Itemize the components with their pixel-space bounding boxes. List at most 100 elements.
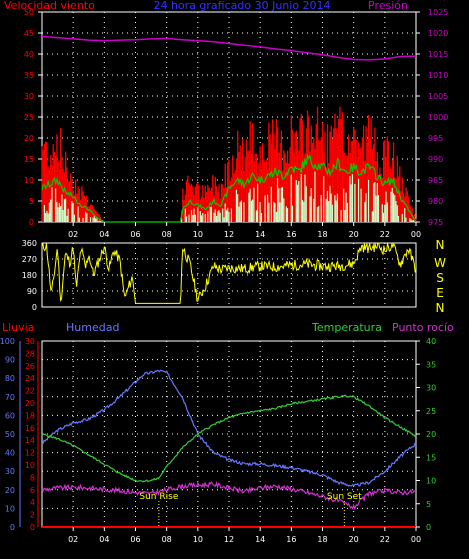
wind-y-tick-label: 25 bbox=[24, 113, 34, 122]
bot-x-tick-label: 18 bbox=[317, 535, 327, 544]
humidity-temperature-grid bbox=[42, 341, 416, 527]
top-x-tick-label: 22 bbox=[380, 230, 390, 239]
pressure-y-tick-label: 980 bbox=[428, 197, 443, 206]
bot-x-tick-label: 22 bbox=[380, 535, 390, 544]
humidity-y-tick-label: 70 bbox=[5, 393, 15, 402]
dewpoint-axis-title: Punto rocío bbox=[392, 321, 454, 334]
rain-y-tick-label: 26 bbox=[25, 362, 35, 371]
pressure-series-line bbox=[41, 35, 417, 61]
wind-y-tick-label: 50 bbox=[24, 8, 34, 17]
top-x-tick-label: 00 bbox=[411, 230, 421, 239]
direction-y-tick-label: 270 bbox=[22, 255, 37, 264]
wind-direction-series-line bbox=[41, 241, 416, 304]
top-x-tick-label: 16 bbox=[286, 230, 296, 239]
wind-y-tick-label: 45 bbox=[24, 29, 34, 38]
bot-x-tick-label: 08 bbox=[162, 535, 172, 544]
pressure-y-tick-label: 990 bbox=[428, 155, 443, 164]
humidity-y-tick-label: 60 bbox=[5, 411, 15, 420]
wind-y-tick-label: 15 bbox=[24, 155, 34, 164]
temperature-axis-title: Temperatura bbox=[311, 321, 382, 334]
pressure-axis-title: Presión bbox=[368, 0, 408, 12]
humidity-y-tick-label: 40 bbox=[5, 449, 15, 458]
rain-y-tick-label: 6 bbox=[30, 486, 35, 495]
rain-y-tick-label: 22 bbox=[25, 387, 35, 396]
wind-direction-grid bbox=[42, 243, 416, 307]
temperature-y-tick-label: 10 bbox=[426, 477, 436, 486]
temperature-y-tick-label: 40 bbox=[426, 337, 436, 346]
rain-y-tick-label: 18 bbox=[25, 411, 35, 420]
rain-y-tick-label: 0 bbox=[30, 523, 35, 532]
bot-x-tick-label: 02 bbox=[68, 535, 78, 544]
humidity-y-tick-label: 50 bbox=[5, 430, 15, 439]
top-x-tick-label: 08 bbox=[162, 230, 172, 239]
temperature-y-tick-label: 15 bbox=[426, 453, 436, 462]
wind-y-tick-label: 10 bbox=[24, 176, 34, 185]
rain-y-tick-label: 4 bbox=[30, 498, 35, 507]
wind-series bbox=[41, 106, 417, 223]
rain-y-tick-label: 14 bbox=[25, 436, 35, 445]
bot-x-tick-label: 14 bbox=[255, 535, 265, 544]
rain-y-tick-label: 30 bbox=[25, 337, 35, 346]
wind-y-tick-label: 20 bbox=[24, 134, 34, 143]
compass-w: W bbox=[434, 256, 446, 270]
pressure-y-tick-label: 1015 bbox=[428, 50, 448, 59]
rain-y-tick-label: 28 bbox=[25, 349, 35, 358]
pressure-y-tick-label: 1010 bbox=[428, 71, 448, 80]
pressure-y-tick-label: 1020 bbox=[428, 29, 448, 38]
sunset-label: Sun Set bbox=[327, 492, 362, 502]
bot-x-tick-label: 06 bbox=[130, 535, 140, 544]
pressure-y-tick-label: 1000 bbox=[428, 113, 448, 122]
wind-direction-frame bbox=[41, 242, 417, 308]
compass-e: E bbox=[436, 286, 444, 300]
top-x-tick-label: 10 bbox=[193, 230, 203, 239]
pressure-y-tick-label: 995 bbox=[428, 134, 443, 143]
temperature-y-tick-label: 5 bbox=[426, 500, 431, 509]
rain-y-tick-label: 2 bbox=[30, 511, 35, 520]
direction-y-tick-label: 360 bbox=[22, 239, 37, 248]
bot-x-tick-label: 10 bbox=[193, 535, 203, 544]
humidity-y-tick-label: 80 bbox=[5, 374, 15, 383]
pressure-y-tick-label: 985 bbox=[428, 176, 443, 185]
wind-pressure-ticks: 0510152025303540455097598098599099510001… bbox=[24, 8, 449, 239]
temperature-y-tick-label: 25 bbox=[426, 407, 436, 416]
top-x-tick-label: 20 bbox=[349, 230, 359, 239]
rain-y-tick-label: 20 bbox=[25, 399, 35, 408]
compass-n-top: N bbox=[436, 238, 445, 252]
rain-y-tick-label: 8 bbox=[30, 473, 35, 482]
temperature-y-tick-label: 0 bbox=[426, 523, 431, 532]
humidity-y-tick-label: 100 bbox=[0, 337, 15, 346]
rain-y-tick-label: 10 bbox=[25, 461, 35, 470]
top-x-tick-label: 12 bbox=[224, 230, 234, 239]
wind-direction-ticks: 0 90 180 270 360 bbox=[22, 239, 37, 312]
bot-x-tick-label: 12 bbox=[224, 535, 234, 544]
top-x-tick-label: 14 bbox=[255, 230, 265, 239]
humidity-axis-title: Humedad bbox=[66, 321, 119, 334]
temperature-y-tick-label: 30 bbox=[426, 384, 436, 393]
humidity-y-tick-label: 10 bbox=[5, 504, 15, 513]
wind-y-tick-label: 40 bbox=[24, 50, 34, 59]
temperature-y-tick-label: 35 bbox=[426, 360, 436, 369]
humidity-y-tick-label: 90 bbox=[5, 356, 15, 365]
humidity-y-tick-label: 0 bbox=[10, 523, 15, 532]
bot-x-tick-label: 20 bbox=[349, 535, 359, 544]
humidity-y-tick-label: 30 bbox=[5, 467, 15, 476]
bot-x-tick-label: 16 bbox=[286, 535, 296, 544]
temperature-y-tick-label: 20 bbox=[426, 430, 436, 439]
direction-y-tick-label: 180 bbox=[22, 271, 37, 280]
compass-s: S bbox=[436, 271, 444, 285]
direction-y-tick-label: 0 bbox=[32, 303, 37, 312]
wind-direction-chart: 0 90 180 270 360 N W S E N bbox=[22, 238, 446, 315]
humidity-temperature-ticks: 0102030405060708090100024681012141618202… bbox=[0, 337, 436, 544]
bot-x-tick-label: 00 bbox=[411, 535, 421, 544]
humidity-temperature-chart: 0102030405060708090100024681012141618202… bbox=[0, 321, 454, 544]
bot-x-tick-label: 04 bbox=[99, 535, 109, 544]
wind-y-tick-label: 5 bbox=[29, 197, 34, 206]
sunrise-label: Sun Rise bbox=[139, 492, 178, 502]
temperature-series-line bbox=[41, 394, 417, 483]
top-x-tick-label: 02 bbox=[68, 230, 78, 239]
rain-axis-title: Lluvia bbox=[2, 321, 34, 334]
top-x-tick-label: 06 bbox=[130, 230, 140, 239]
wind-y-tick-label: 35 bbox=[24, 71, 34, 80]
